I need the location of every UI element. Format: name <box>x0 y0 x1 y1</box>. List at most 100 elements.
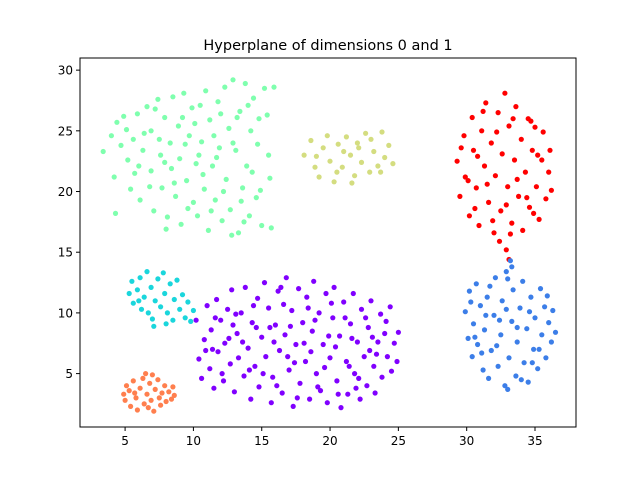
data-point <box>488 347 494 354</box>
data-point <box>352 173 358 179</box>
data-point <box>494 129 500 135</box>
data-point <box>163 226 169 232</box>
data-point <box>138 306 145 312</box>
data-point <box>287 323 293 329</box>
data-point <box>136 298 142 304</box>
data-point <box>488 140 494 146</box>
data-point <box>335 141 341 147</box>
data-point <box>125 157 131 163</box>
data-point <box>219 371 225 377</box>
points-layer <box>100 77 559 414</box>
data-point <box>283 275 289 281</box>
data-point <box>510 116 516 122</box>
data-point <box>352 371 358 377</box>
data-point <box>499 151 505 157</box>
data-point <box>484 294 490 300</box>
data-point <box>548 339 555 345</box>
data-point <box>301 152 307 158</box>
data-point <box>469 114 475 121</box>
data-point <box>473 281 479 287</box>
data-point <box>255 141 261 147</box>
data-point <box>465 178 471 184</box>
data-point <box>528 294 534 300</box>
data-point <box>193 317 199 323</box>
data-point <box>383 318 389 324</box>
data-point <box>328 300 334 306</box>
data-point <box>524 326 530 332</box>
data-point <box>179 114 186 121</box>
y-tick-label: 15 <box>58 246 73 260</box>
data-point <box>162 383 168 389</box>
data-point <box>505 386 511 392</box>
data-point <box>114 119 120 125</box>
data-point <box>345 391 351 397</box>
data-point <box>479 350 485 356</box>
data-point <box>313 371 319 377</box>
data-point <box>473 185 479 191</box>
data-point <box>378 311 384 317</box>
data-point <box>514 339 520 345</box>
data-point <box>317 388 324 394</box>
data-point <box>546 169 552 175</box>
data-point <box>468 299 474 305</box>
data-point <box>168 165 175 172</box>
data-point <box>476 222 482 229</box>
data-point <box>231 389 237 395</box>
data-point <box>266 305 272 311</box>
data-point <box>483 100 489 106</box>
data-point <box>170 317 176 323</box>
data-point <box>539 332 545 338</box>
data-point <box>275 288 281 294</box>
data-point <box>196 356 202 362</box>
series-2 <box>454 90 555 263</box>
data-point <box>140 375 146 381</box>
data-point <box>203 88 209 94</box>
series-0 <box>100 77 277 238</box>
data-point <box>532 124 538 130</box>
data-point <box>472 334 478 340</box>
data-point <box>152 106 158 112</box>
data-point <box>312 164 318 170</box>
data-point <box>458 145 464 151</box>
data-point <box>137 197 143 203</box>
data-point <box>364 383 370 389</box>
data-point <box>331 284 337 290</box>
data-point <box>509 264 515 270</box>
data-point <box>130 300 136 306</box>
data-point <box>144 391 150 397</box>
data-point <box>506 123 512 129</box>
data-point <box>542 304 548 310</box>
data-point <box>230 140 236 146</box>
data-point <box>290 403 296 409</box>
data-point <box>248 128 254 134</box>
data-point <box>358 306 365 312</box>
data-point <box>316 174 322 180</box>
data-point <box>112 210 119 216</box>
data-point <box>354 339 360 345</box>
data-point <box>123 383 130 389</box>
data-point <box>521 360 527 366</box>
data-point <box>199 375 205 381</box>
data-point <box>529 147 535 153</box>
data-point <box>462 309 468 315</box>
data-point <box>539 157 545 163</box>
data-point <box>197 102 203 108</box>
data-point <box>339 164 345 170</box>
data-point <box>204 303 210 309</box>
data-point <box>248 396 254 402</box>
data-point <box>326 333 332 339</box>
x-tick-label: 15 <box>254 434 269 448</box>
data-point <box>201 186 207 192</box>
y-tick-label: 10 <box>58 306 73 320</box>
data-point <box>164 214 170 220</box>
y-tick-label: 20 <box>58 185 73 199</box>
data-point <box>242 80 248 87</box>
data-point <box>334 378 340 384</box>
data-point <box>128 403 134 409</box>
data-point <box>481 163 488 169</box>
data-point <box>255 295 261 301</box>
data-point <box>520 227 526 233</box>
data-point <box>481 327 488 333</box>
data-point <box>249 169 255 175</box>
